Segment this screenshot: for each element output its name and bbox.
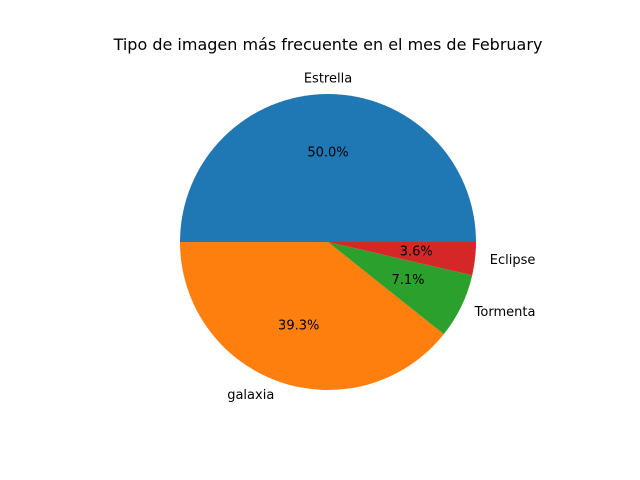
slice-percent-estrella: 50.0%	[307, 146, 348, 161]
pie-slice-estrella	[180, 94, 476, 242]
pie-slices	[180, 94, 476, 390]
pie-slice-eclipse	[328, 242, 476, 276]
chart-title: Tipo de imagen más frecuente en el mes d…	[113, 35, 543, 54]
slice-label-tormenta: Tormenta	[474, 305, 536, 320]
slice-percent-eclipse: 3.6%	[400, 245, 433, 260]
slice-percent-tormenta: 7.1%	[391, 273, 424, 288]
pie-slice-galaxia	[180, 242, 444, 390]
slice-percent-galaxia: 39.3%	[278, 318, 319, 333]
slice-label-eclipse: Eclipse	[490, 253, 536, 268]
slice-label-galaxia: galaxia	[227, 388, 274, 403]
pie-slice-tormenta	[328, 242, 473, 335]
pie-labels: Estrella 50.0% galaxia 39.3% Tormenta 7.1% Ecl…	[227, 72, 535, 403]
slice-label-estrella: Estrella	[304, 72, 352, 87]
